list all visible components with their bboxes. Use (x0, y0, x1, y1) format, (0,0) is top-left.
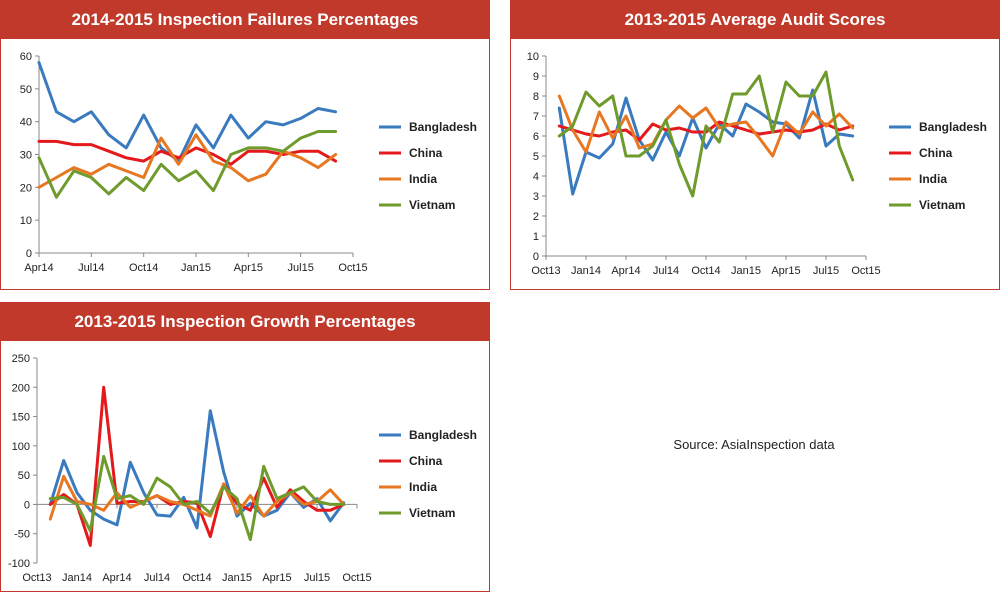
y-tick-label: 60 (20, 51, 32, 63)
y-tick-label: -50 (14, 529, 30, 541)
series-line-india (48, 474, 346, 521)
y-tick-label: 10 (20, 215, 32, 227)
x-tick-label: Apr15 (262, 572, 291, 584)
y-tick-label: 9 (533, 71, 539, 83)
x-tick-label: Oct14 (691, 265, 720, 277)
x-tick-label: Jul14 (78, 262, 104, 274)
series-line-vietnam (37, 130, 338, 199)
legend-label-india: India (919, 172, 947, 186)
series-line-bangladesh (37, 61, 338, 163)
x-tick-label: Apr15 (234, 262, 263, 274)
x-tick-label: Jan15 (731, 265, 761, 277)
chart-title: 2013-2015 Average Audit Scores (511, 1, 999, 39)
x-tick-label: Jan15 (181, 262, 211, 274)
y-tick-label: 4 (533, 171, 539, 183)
x-tick-label: Apr15 (771, 265, 800, 277)
y-tick-label: 40 (20, 117, 32, 129)
x-tick-label: Apr14 (611, 265, 640, 277)
legend-label-india: India (409, 480, 437, 494)
legend-label-china: China (919, 146, 953, 160)
legend-label-china: China (409, 146, 443, 160)
y-tick-label: 30 (20, 150, 32, 162)
x-tick-label: Jul14 (144, 572, 170, 584)
legend-label-bangladesh: Bangladesh (919, 120, 987, 134)
y-tick-label: 2 (533, 211, 539, 223)
y-tick-label: 3 (533, 191, 539, 203)
x-tick-label: Jan14 (571, 265, 601, 277)
y-tick-label: 6 (533, 131, 539, 143)
x-tick-label: Apr14 (24, 262, 53, 274)
y-tick-label: 10 (527, 51, 539, 63)
y-tick-label: 7 (533, 111, 539, 123)
x-tick-label: Oct15 (851, 265, 880, 277)
y-tick-label: 1 (533, 231, 539, 243)
x-tick-label: Oct15 (342, 572, 371, 584)
y-tick-label: 50 (18, 470, 30, 482)
legend-label-vietnam: Vietnam (919, 198, 965, 212)
inspection-growth-chart: -100 -50 0 50 100 150 200 250 Oct13 Jan14 Apr14 Jul… (8, 353, 477, 584)
x-tick-label: Jul15 (304, 572, 330, 584)
y-tick-label: 5 (533, 151, 539, 163)
legend-label-vietnam: Vietnam (409, 198, 455, 212)
legend-label-india: India (409, 172, 437, 186)
y-tick-label: -100 (8, 558, 30, 570)
y-tick-label: 8 (533, 91, 539, 103)
x-tick-label: Jul15 (813, 265, 839, 277)
y-tick-label: 200 (12, 382, 30, 394)
series-line-china (37, 139, 338, 166)
legend-label-china: China (409, 454, 443, 468)
series-line-vietnam (557, 70, 855, 198)
x-tick-label: Oct15 (338, 262, 367, 274)
x-tick-label: Jul15 (288, 262, 314, 274)
series-line-india (37, 133, 338, 189)
series-line-india (557, 94, 855, 158)
chart-title: 2014-2015 Inspection Failures Percentage… (1, 1, 489, 39)
legend-label-bangladesh: Bangladesh (409, 120, 477, 134)
x-tick-label: Oct13 (531, 265, 560, 277)
y-tick-label: 0 (24, 499, 30, 511)
x-tick-label: Oct14 (129, 262, 158, 274)
source-note: Source: AsiaInspection data (673, 437, 835, 452)
series-line-vietnam (48, 454, 346, 542)
y-tick-label: 20 (20, 182, 32, 194)
y-tick-label: 50 (20, 84, 32, 96)
audit-scores-chart: 0 1 2 3 4 5 6 7 8 9 10 Oct13 Jan14 Apr14 Jul14 Oct14 Jan… (527, 51, 987, 277)
y-tick-label: 0 (533, 251, 539, 263)
x-tick-label: Jan14 (62, 572, 92, 584)
y-tick-label: 100 (12, 441, 30, 453)
chart-panel-inspection-growth: 2013-2015 Inspection Growth Percentages … (0, 302, 490, 592)
chart-title: 2013-2015 Inspection Growth Percentages (1, 303, 489, 341)
y-tick-label: 250 (12, 353, 30, 365)
x-tick-label: Apr14 (102, 572, 131, 584)
x-tick-label: Oct13 (22, 572, 51, 584)
chart-panel-audit-scores: 2013-2015 Average Audit Scores 0 1 2 3 4 5 6 7 8… (510, 0, 1000, 290)
y-tick-label: 0 (26, 248, 32, 260)
series-line-bangladesh (557, 88, 855, 196)
chart-panel-inspection-failures: 2014-2015 Inspection Failures Percentage… (0, 0, 490, 290)
inspection-failures-chart: 0 10 20 30 40 50 60 Apr14 Jul14 Oct14 Jan15 Apr15 Ju… (20, 51, 477, 274)
legend-label-vietnam: Vietnam (409, 506, 455, 520)
legend-label-bangladesh: Bangladesh (409, 428, 477, 442)
x-tick-label: Oct14 (182, 572, 211, 584)
x-tick-label: Jan15 (222, 572, 252, 584)
x-tick-label: Jul14 (653, 265, 679, 277)
y-tick-label: 150 (12, 412, 30, 424)
